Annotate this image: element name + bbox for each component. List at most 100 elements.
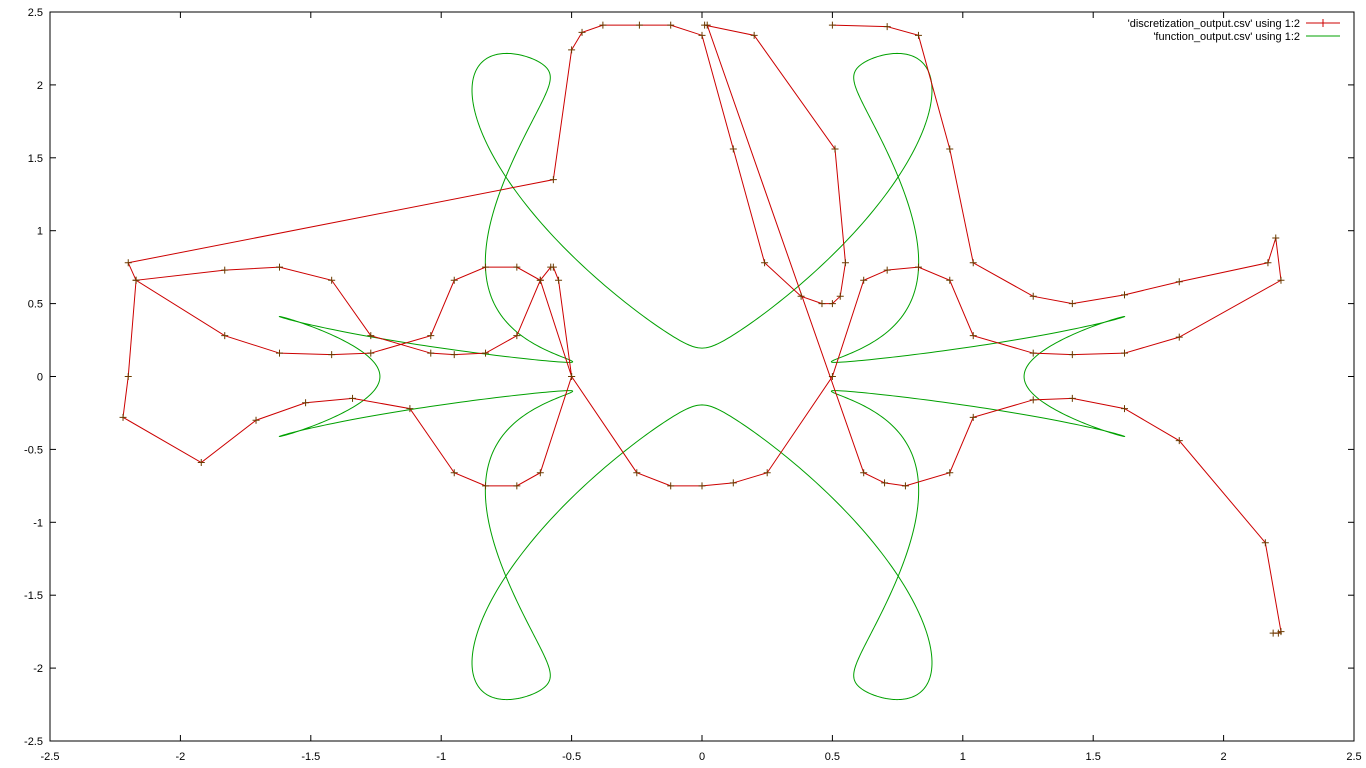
data-point-marker	[555, 276, 563, 284]
x-tick-label: 1	[960, 751, 966, 763]
marker-layer	[119, 21, 1285, 637]
data-point-marker	[482, 482, 490, 490]
data-point-marker	[119, 413, 127, 421]
data-point-marker	[841, 259, 849, 267]
data-point-marker	[698, 31, 706, 39]
data-point-marker	[836, 292, 844, 300]
legend-label-discretization: 'discretization_output.csv' using 1:2	[1128, 18, 1300, 30]
data-point-marker	[482, 349, 490, 357]
data-point-marker	[1121, 349, 1128, 357]
data-point-marker	[1029, 292, 1037, 300]
data-point-marker	[750, 31, 758, 39]
x-tick-label: 0	[699, 751, 705, 763]
data-point-marker	[536, 469, 544, 477]
data-point-marker	[252, 416, 260, 424]
data-point-marker	[349, 394, 357, 402]
data-point-marker	[328, 351, 336, 359]
data-point-marker	[513, 482, 521, 490]
data-point-marker	[946, 276, 954, 284]
data-point-marker	[568, 46, 576, 54]
data-point-marker	[1272, 234, 1280, 242]
data-point-marker	[450, 276, 458, 284]
y-tick-label: 2	[37, 80, 43, 92]
data-point-marker	[427, 332, 435, 340]
data-point-marker	[406, 405, 414, 413]
data-point-marker	[828, 373, 836, 380]
data-point-marker	[763, 469, 771, 477]
x-tick-label: -2.5	[41, 751, 60, 763]
data-point-marker	[1175, 333, 1183, 341]
y-tick-label: 0.5	[28, 299, 43, 311]
data-point-marker	[1121, 405, 1128, 413]
data-point-marker	[1068, 394, 1076, 402]
data-point-marker	[667, 482, 675, 490]
data-point-marker	[1121, 291, 1128, 299]
x-axis-ticks: -2.5 -2 -1.5 -1 -0.5 0 0.5 1 1.5 2 2.5	[41, 12, 1362, 763]
data-point-marker	[568, 373, 576, 380]
data-point-marker	[1269, 629, 1277, 637]
x-tick-label: -1	[436, 751, 446, 763]
data-point-marker	[549, 176, 557, 184]
data-point-marker	[1175, 278, 1183, 286]
data-point-marker	[302, 399, 310, 407]
data-point-marker	[1261, 539, 1269, 547]
data-point-marker	[1175, 437, 1183, 445]
data-point-marker	[1029, 349, 1037, 357]
data-point-marker	[547, 263, 555, 271]
data-point-marker	[946, 145, 954, 153]
data-point-marker	[797, 292, 805, 300]
x-tick-label: 1.5	[1086, 751, 1101, 763]
data-point-marker	[197, 459, 205, 467]
x-tick-label: 2	[1221, 751, 1227, 763]
y-axis-ticks: 2.5 2 1.5 1 0.5 0 -0.5 -1 -1.5 -2 -2.5	[24, 7, 1354, 748]
y-tick-label: -1	[33, 517, 43, 529]
data-point-marker	[513, 263, 521, 271]
data-point-marker	[367, 332, 375, 340]
data-point-marker	[914, 31, 922, 39]
data-point-marker	[969, 259, 977, 267]
y-tick-label: 1	[37, 226, 43, 238]
data-point-marker	[513, 332, 521, 340]
data-point-marker	[969, 413, 977, 421]
data-point-marker	[698, 482, 706, 490]
data-point-marker	[914, 263, 922, 271]
y-tick-label: -2	[33, 663, 43, 675]
data-point-marker	[881, 479, 889, 487]
data-point-marker	[221, 332, 229, 340]
x-tick-label: 2.5	[1346, 751, 1361, 763]
data-point-marker	[132, 276, 140, 284]
legend-marker-discretization	[1319, 19, 1327, 27]
data-point-marker	[276, 263, 284, 271]
data-point-marker	[1277, 276, 1285, 284]
data-point-marker	[635, 21, 643, 29]
data-point-marker	[969, 332, 977, 340]
y-tick-label: -2.5	[24, 736, 43, 748]
x-tick-label: -2	[176, 751, 186, 763]
data-point-marker	[221, 266, 229, 274]
data-point-marker	[1068, 300, 1076, 308]
data-point-marker	[124, 259, 132, 267]
data-point-marker	[427, 349, 435, 357]
series-line-function-output	[278, 52, 1126, 701]
data-point-marker	[1068, 351, 1076, 359]
y-tick-label: -1.5	[24, 590, 43, 602]
data-point-marker	[667, 21, 675, 29]
y-tick-label: 2.5	[28, 7, 43, 19]
data-point-marker	[901, 482, 909, 490]
data-point-marker	[450, 469, 458, 477]
x-tick-label: -0.5	[562, 751, 581, 763]
x-tick-label: -1.5	[301, 751, 320, 763]
data-point-marker	[831, 145, 839, 153]
data-point-marker	[367, 349, 375, 357]
legend-label-function: 'function_output.csv' using 1:2	[1153, 31, 1300, 43]
data-point-marker	[703, 21, 711, 29]
y-tick-label: 1.5	[28, 153, 43, 165]
data-point-marker	[328, 276, 336, 284]
data-point-marker	[536, 276, 544, 284]
data-point-marker	[276, 349, 284, 357]
data-point-marker	[729, 145, 737, 153]
data-point-marker	[883, 266, 891, 274]
data-point-marker	[860, 276, 868, 284]
y-tick-label: 0	[37, 372, 43, 384]
